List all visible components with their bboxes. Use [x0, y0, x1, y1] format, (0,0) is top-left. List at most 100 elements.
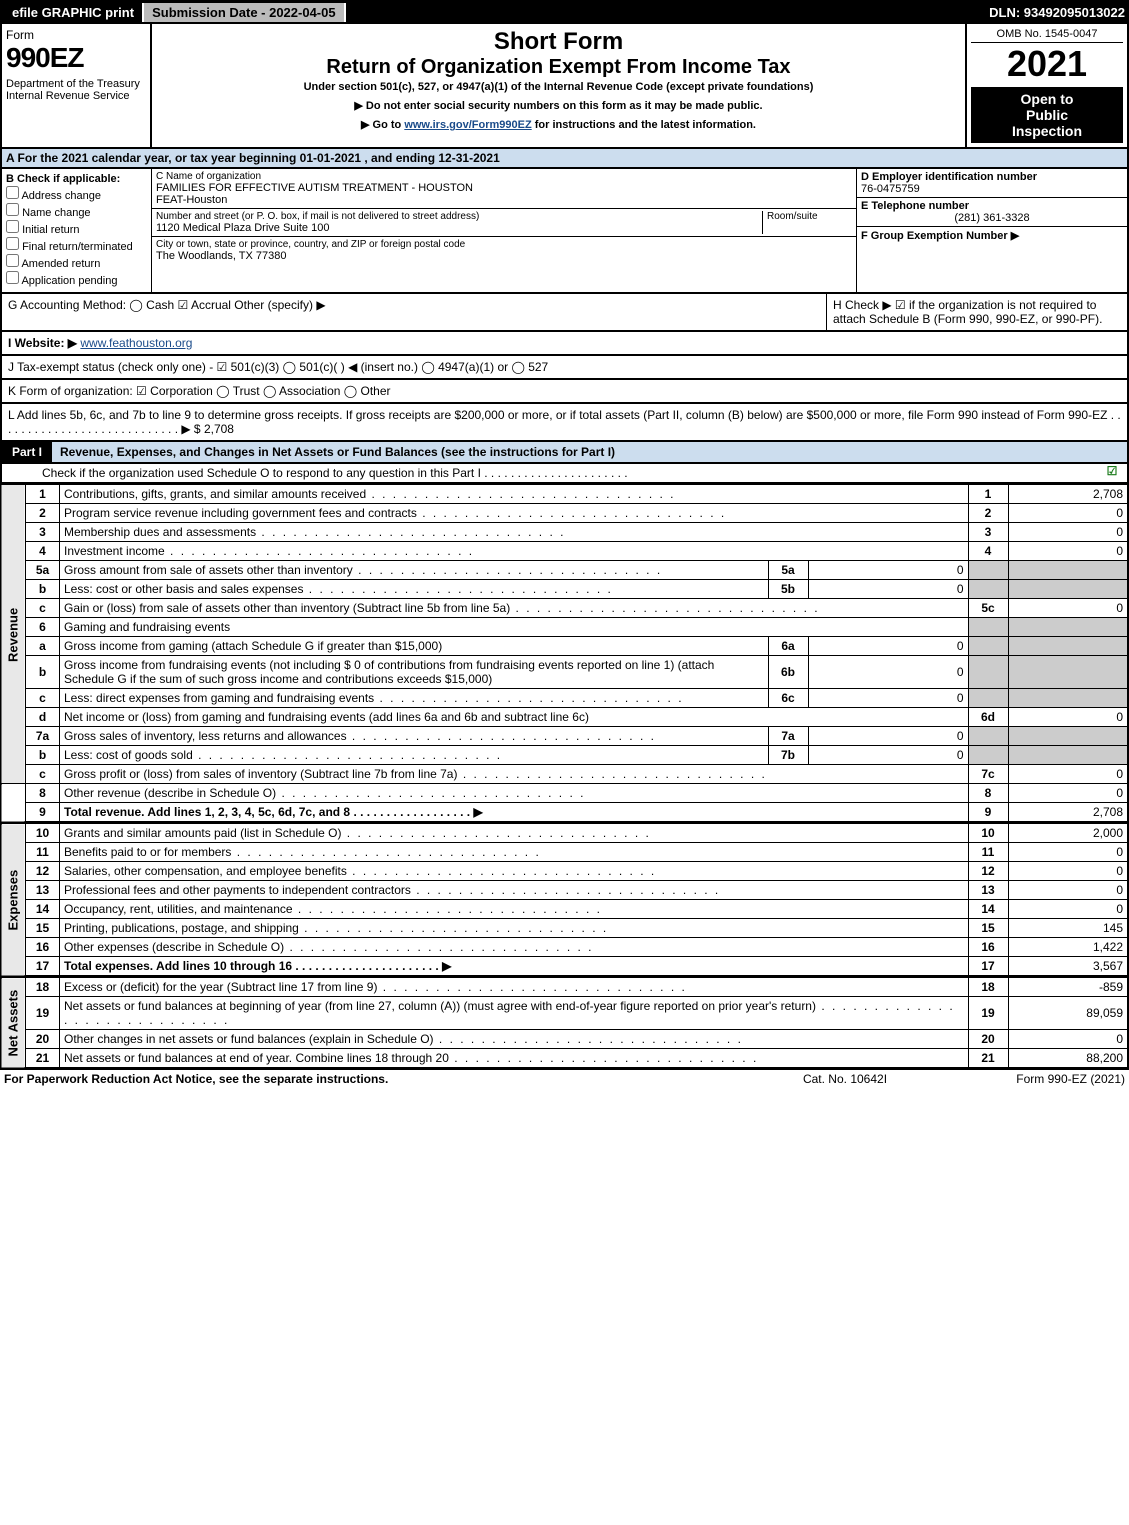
chk-application-pending[interactable]: Application pending [6, 271, 147, 287]
submission-date: Submission Date - 2022-04-05 [144, 3, 346, 22]
section-bcdef: B Check if applicable: Address change Na… [0, 169, 1129, 294]
note-goto: ▶ Go to www.irs.gov/Form990EZ for instru… [160, 118, 957, 131]
short-form-title: Short Form [160, 28, 957, 56]
note-goto-post: for instructions and the latest informat… [532, 119, 756, 131]
accounting-method: G Accounting Method: ◯ Cash ☑ Accrual Ot… [2, 294, 827, 330]
line-7c: c Gross profit or (loss) from sales of i… [1, 765, 1128, 784]
efile-print-label[interactable]: efile GRAPHIC print [4, 3, 144, 22]
irs-label: Internal Revenue Service [6, 90, 146, 102]
line-13: 13 Professional fees and other payments … [1, 881, 1128, 900]
line-5b: b Less: cost or other basis and sales ex… [1, 580, 1128, 599]
header-left: Form 990EZ Department of the Treasury In… [2, 24, 152, 147]
line-5c: c Gain or (loss) from sale of assets oth… [1, 599, 1128, 618]
ein-value: 76-0475759 [861, 183, 1123, 195]
top-bar: efile GRAPHIC print Submission Date - 20… [0, 0, 1129, 24]
org-name-row: C Name of organization FAMILIES FOR EFFE… [152, 169, 856, 209]
ein-row: D Employer identification number 76-0475… [857, 169, 1127, 198]
line-15: 15 Printing, publications, postage, and … [1, 919, 1128, 938]
chk-final-return[interactable]: Final return/terminated [6, 237, 147, 253]
line-20: 20 Other changes in net assets or fund b… [1, 1030, 1128, 1049]
line-7b: b Less: cost of goods sold 7b 0 [1, 746, 1128, 765]
part-1-sched-o: Check if the organization used Schedule … [0, 464, 1129, 484]
line-4: 4 Investment income 4 0 [1, 542, 1128, 561]
org-address: 1120 Medical Plaza Drive Suite 100 [156, 222, 762, 234]
phone-row: E Telephone number (281) 361-3328 [857, 198, 1127, 227]
org-city: The Woodlands, TX 77380 [156, 250, 852, 262]
note-goto-pre: ▶ Go to [361, 119, 404, 131]
addr-row: Number and street (or P. O. box, if mail… [152, 209, 856, 237]
line-17: 17 Total expenses. Add lines 10 through … [1, 957, 1128, 977]
line-6: 6 Gaming and fundraising events [1, 618, 1128, 637]
line-1: Revenue 1 Contributions, gifts, grants, … [1, 485, 1128, 504]
line-5a: 5a Gross amount from sale of assets othe… [1, 561, 1128, 580]
tax-year: 2021 [971, 43, 1123, 85]
phone-label: E Telephone number [861, 200, 1123, 212]
header-center: Short Form Return of Organization Exempt… [152, 24, 967, 147]
chk-amended-return[interactable]: Amended return [6, 254, 147, 270]
form-id-footer: Form 990-EZ (2021) [945, 1072, 1125, 1086]
open-line3: Inspection [975, 123, 1119, 139]
org-name2: FEAT-Houston [156, 194, 852, 206]
chk-initial-return[interactable]: Initial return [6, 220, 147, 236]
vlabel-revenue: Revenue [1, 485, 26, 784]
chk-address-change[interactable]: Address change [6, 186, 147, 202]
line-2: 2 Program service revenue including gove… [1, 504, 1128, 523]
row-j-tax-exempt: J Tax-exempt status (check only one) - ☑… [0, 356, 1129, 380]
form-number: 990EZ [6, 42, 146, 74]
open-line2: Public [975, 107, 1119, 123]
open-line1: Open to [975, 91, 1119, 107]
line-6a: a Gross income from gaming (attach Sched… [1, 637, 1128, 656]
schedule-b-check: H Check ▶ ☑ if the organization is not r… [827, 294, 1127, 330]
row-a-tax-year: A For the 2021 calendar year, or tax yea… [0, 149, 1129, 169]
catalog-number: Cat. No. 10642I [745, 1072, 945, 1086]
phone-value: (281) 361-3328 [861, 212, 1123, 224]
omb-number: OMB No. 1545-0047 [971, 28, 1123, 43]
net-assets-table: Net Assets 18 Excess or (deficit) for th… [0, 977, 1129, 1069]
website-link[interactable]: www.feathouston.org [80, 336, 192, 350]
col-b-label: B Check if applicable: [6, 173, 147, 185]
line-21: 21 Net assets or fund balances at end of… [1, 1049, 1128, 1069]
revenue-table: Revenue 1 Contributions, gifts, grants, … [0, 484, 1129, 823]
vlabel-net-assets: Net Assets [1, 978, 26, 1069]
line-11: 11 Benefits paid to or for members 11 0 [1, 843, 1128, 862]
sched-o-text: Check if the organization used Schedule … [2, 464, 1097, 482]
line-8: 8 Other revenue (describe in Schedule O)… [1, 784, 1128, 803]
form-word: Form [6, 28, 146, 42]
line-9: 9 Total revenue. Add lines 1, 2, 3, 4, 5… [1, 803, 1128, 823]
line-18: Net Assets 18 Excess or (deficit) for th… [1, 978, 1128, 997]
irs-link[interactable]: www.irs.gov/Form990EZ [404, 119, 531, 131]
line-6d: d Net income or (loss) from gaming and f… [1, 708, 1128, 727]
header-right: OMB No. 1545-0047 2021 Open to Public In… [967, 24, 1127, 147]
line-6c: c Less: direct expenses from gaming and … [1, 689, 1128, 708]
main-title: Return of Organization Exempt From Incom… [160, 56, 957, 79]
line-10: Expenses 10 Grants and similar amounts p… [1, 824, 1128, 843]
note-ssn: ▶ Do not enter social security numbers o… [160, 99, 957, 112]
org-name-label: C Name of organization [156, 171, 852, 182]
line-16: 16 Other expenses (describe in Schedule … [1, 938, 1128, 957]
part-1-tag: Part I [2, 442, 52, 462]
row-g-h: G Accounting Method: ◯ Cash ☑ Accrual Ot… [0, 294, 1129, 332]
dln-label: DLN: 93492095013022 [989, 5, 1125, 20]
chk-name-change[interactable]: Name change [6, 203, 147, 219]
line-3: 3 Membership dues and assessments 3 0 [1, 523, 1128, 542]
city-row: City or town, state or province, country… [152, 237, 856, 264]
line-14: 14 Occupancy, rent, utilities, and maint… [1, 900, 1128, 919]
website-label: I Website: ▶ [8, 336, 77, 350]
addr-label: Number and street (or P. O. box, if mail… [156, 211, 762, 222]
group-exemption-label: F Group Exemption Number ▶ [861, 229, 1123, 242]
group-exemption-row: F Group Exemption Number ▶ [857, 227, 1127, 244]
col-b: B Check if applicable: Address change Na… [2, 169, 152, 292]
row-k-form-of-org: K Form of organization: ☑ Corporation ◯ … [0, 380, 1129, 404]
line-12: 12 Salaries, other compensation, and emp… [1, 862, 1128, 881]
org-name: FAMILIES FOR EFFECTIVE AUTISM TREATMENT … [156, 182, 852, 194]
part-1-header: Part I Revenue, Expenses, and Changes in… [0, 442, 1129, 464]
col-def: D Employer identification number 76-0475… [857, 169, 1127, 292]
vlabel-expenses: Expenses [1, 824, 26, 977]
expenses-table: Expenses 10 Grants and similar amounts p… [0, 823, 1129, 977]
paperwork-notice: For Paperwork Reduction Act Notice, see … [4, 1072, 745, 1086]
dept-treasury: Department of the Treasury [6, 78, 146, 90]
row-i-website: I Website: ▶ www.feathouston.org [0, 332, 1129, 356]
open-to-public: Open to Public Inspection [971, 87, 1123, 143]
line-7a: 7a Gross sales of inventory, less return… [1, 727, 1128, 746]
page-footer: For Paperwork Reduction Act Notice, see … [0, 1069, 1129, 1088]
